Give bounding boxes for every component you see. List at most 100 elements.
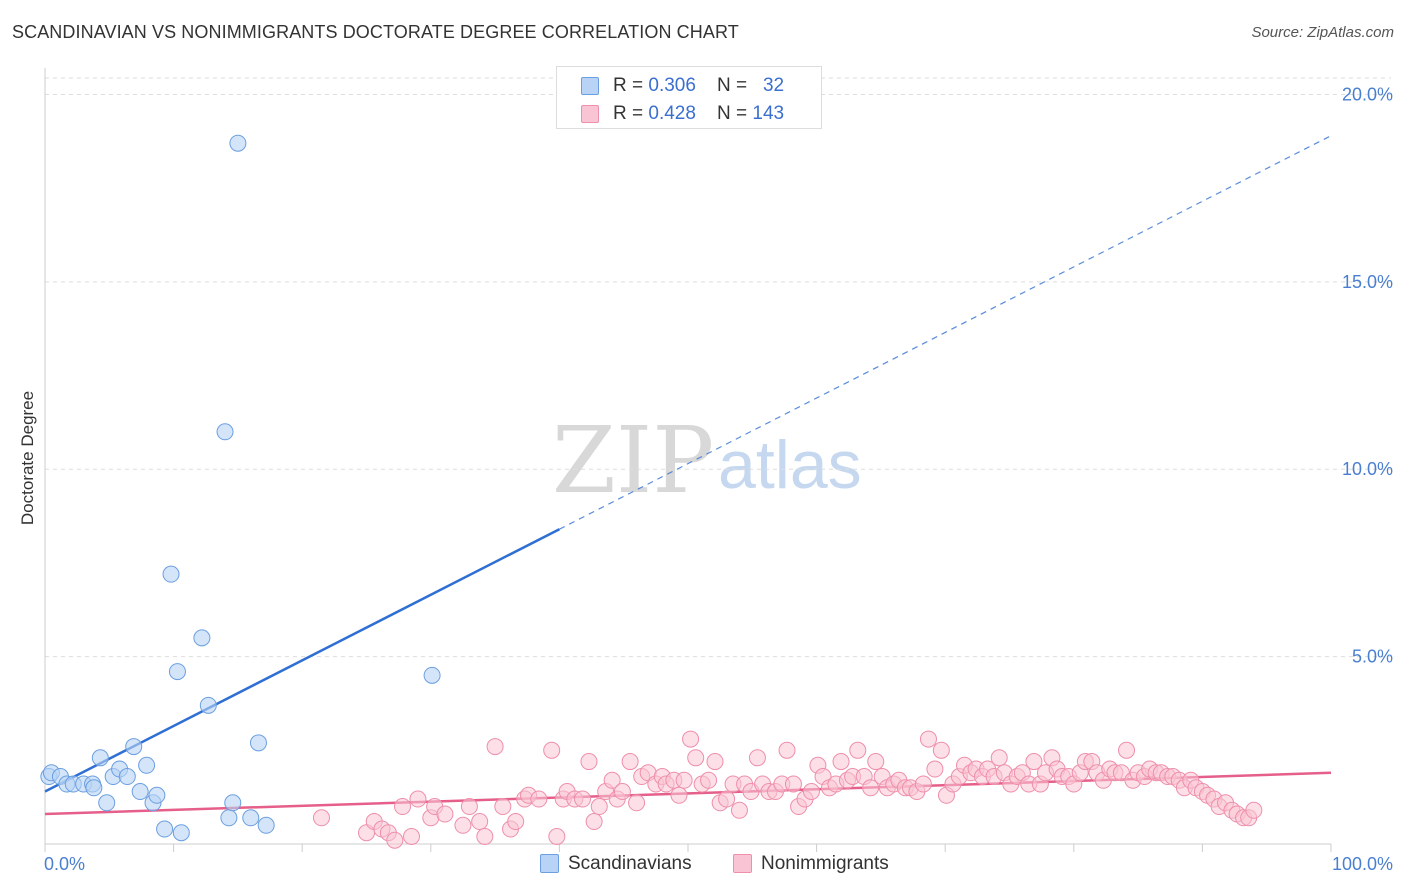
nonimmigrant-point [486, 738, 504, 756]
scandinavian-point [131, 783, 149, 801]
r-value: 0.428 [648, 103, 696, 124]
nonimmigrant-point [675, 771, 693, 789]
nonimmigrant-point [454, 816, 472, 834]
chart-title: SCANDINAVIAN VS NONIMMIGRANTS DOCTORATE … [12, 22, 739, 42]
nonimmigrant-point [718, 790, 736, 808]
scandinavian-point [85, 779, 103, 797]
nonimmigrant-point [621, 753, 639, 771]
y-tick-label: 10.0% [1342, 459, 1393, 479]
scandinavian-point [125, 738, 143, 756]
nonimmigrant-point [706, 753, 724, 771]
scandinavian-point [224, 794, 242, 812]
nonimmigrant-point [867, 753, 885, 771]
scandinavians-trend-line [44, 528, 560, 793]
scandinavian-point [257, 816, 275, 834]
nonimmigrant-point [574, 790, 592, 808]
scandinavian-point [168, 663, 186, 681]
nonimmigrant-point [932, 741, 950, 759]
nonimmigrant-point [778, 741, 796, 759]
nonimmigrant-point [580, 753, 598, 771]
nonimmigrant-point [403, 828, 421, 846]
scandinavians-legend-swatch [540, 854, 559, 873]
nonimmigrant-point [603, 771, 621, 789]
y-tick-label: 15.0% [1342, 272, 1393, 292]
scandinavian-point [423, 666, 441, 684]
scandinavian-point [156, 820, 174, 838]
grid [45, 77, 1391, 658]
scandinavian-point [91, 749, 109, 767]
nonimmigrants-points [312, 730, 1263, 849]
nonimmigrant-point [494, 798, 512, 816]
correlation-legend: R = 0.306 N = 32 R = 0.428 N = 143 [556, 66, 822, 129]
nonimmigrant-point [700, 771, 718, 789]
nonimmigrant-point [1118, 741, 1136, 759]
nonimmigrant-point [670, 786, 688, 804]
nonimmigrant-point [832, 753, 850, 771]
nonimmigrant-point [990, 749, 1008, 767]
scandinavian-point [193, 629, 211, 647]
nonimmigrant-point [585, 813, 603, 831]
y-axis-label: Doctorate Degree [18, 391, 37, 525]
y-tick-label: 5.0% [1352, 647, 1393, 667]
axes [44, 68, 1332, 852]
scandinavians-trend-extension [559, 135, 1332, 530]
series-legend: Scandinavians Nonimmigrants [0, 852, 1406, 878]
r-label: R = [613, 75, 649, 96]
scandinavians-legend-label: Scandinavians [568, 853, 692, 874]
nonimmigrants-legend-label: Nonimmigrants [761, 853, 889, 874]
nonimmigrant-point [471, 813, 489, 831]
scandinavian-point [242, 809, 260, 827]
watermark-zip: ZIP [552, 407, 714, 514]
nonimmigrants-legend-swatch [733, 854, 752, 873]
nonimmigrant-point [460, 798, 478, 816]
r-value: 0.306 [648, 75, 696, 96]
n-value: 143 [752, 103, 785, 124]
nonimmigrant-point [849, 741, 867, 759]
nonimmigrant-point [386, 831, 404, 849]
x-tick-label-max: 100.0% [1332, 854, 1393, 874]
watermark: ZIP atlas [552, 407, 862, 514]
x-tick-label-min: 0.0% [44, 854, 85, 874]
scandinavian-point [220, 809, 238, 827]
source-label: Source: ZipAtlas.com [1251, 24, 1394, 41]
nonimmigrant-point [312, 809, 330, 827]
nonimmigrant-point [394, 798, 412, 816]
n-value: 32 [762, 75, 785, 96]
nonimmigrant-point [628, 794, 646, 812]
nonimmigrant-point [476, 828, 494, 846]
scandinavians-points [40, 134, 441, 842]
scandinavian-point [162, 565, 180, 583]
nonimmigrant-point [1025, 753, 1043, 771]
scandinavian-point [118, 768, 136, 786]
nonimmigrant-point [436, 805, 454, 823]
nonimmigrant-point [682, 730, 700, 748]
nonimmigrants-swatch [581, 105, 599, 123]
legend-row-scandinavians: R = 0.306 N = 32 [557, 73, 821, 101]
nonimmigrant-point [730, 801, 748, 819]
nonimmigrant-point [1245, 801, 1263, 819]
nonimmigrant-point [613, 783, 631, 801]
nonimmigrant-point [802, 783, 820, 801]
scandinavians-swatch [581, 77, 599, 95]
scandinavian-point [249, 734, 267, 752]
nonimmigrant-point [409, 790, 427, 808]
axis-labels: 5.0% 10.0% 15.0% 20.0% 0.0% 100.0% Doctorate D… [18, 84, 1393, 874]
n-label: N = [717, 103, 753, 124]
y-tick-label: 20.0% [1342, 84, 1393, 104]
n-label: N = [717, 75, 753, 96]
nonimmigrant-point [687, 749, 705, 767]
scandinavian-point [172, 824, 190, 842]
nonimmigrant-point [590, 798, 608, 816]
legend-row-nonimmigrants: R = 0.428 N = 143 [557, 101, 821, 129]
nonimmigrant-point [748, 749, 766, 767]
scandinavian-point [138, 756, 156, 774]
nonimmigrant-point [862, 779, 880, 797]
nonimmigrant-point [530, 790, 548, 808]
scandinavian-point [216, 423, 234, 441]
nonimmigrant-point [543, 741, 561, 759]
nonimmigrant-point [926, 760, 944, 778]
nonimmigrant-point [507, 813, 525, 831]
nonimmigrant-point [548, 828, 566, 846]
nonimmigrant-point [784, 775, 802, 793]
